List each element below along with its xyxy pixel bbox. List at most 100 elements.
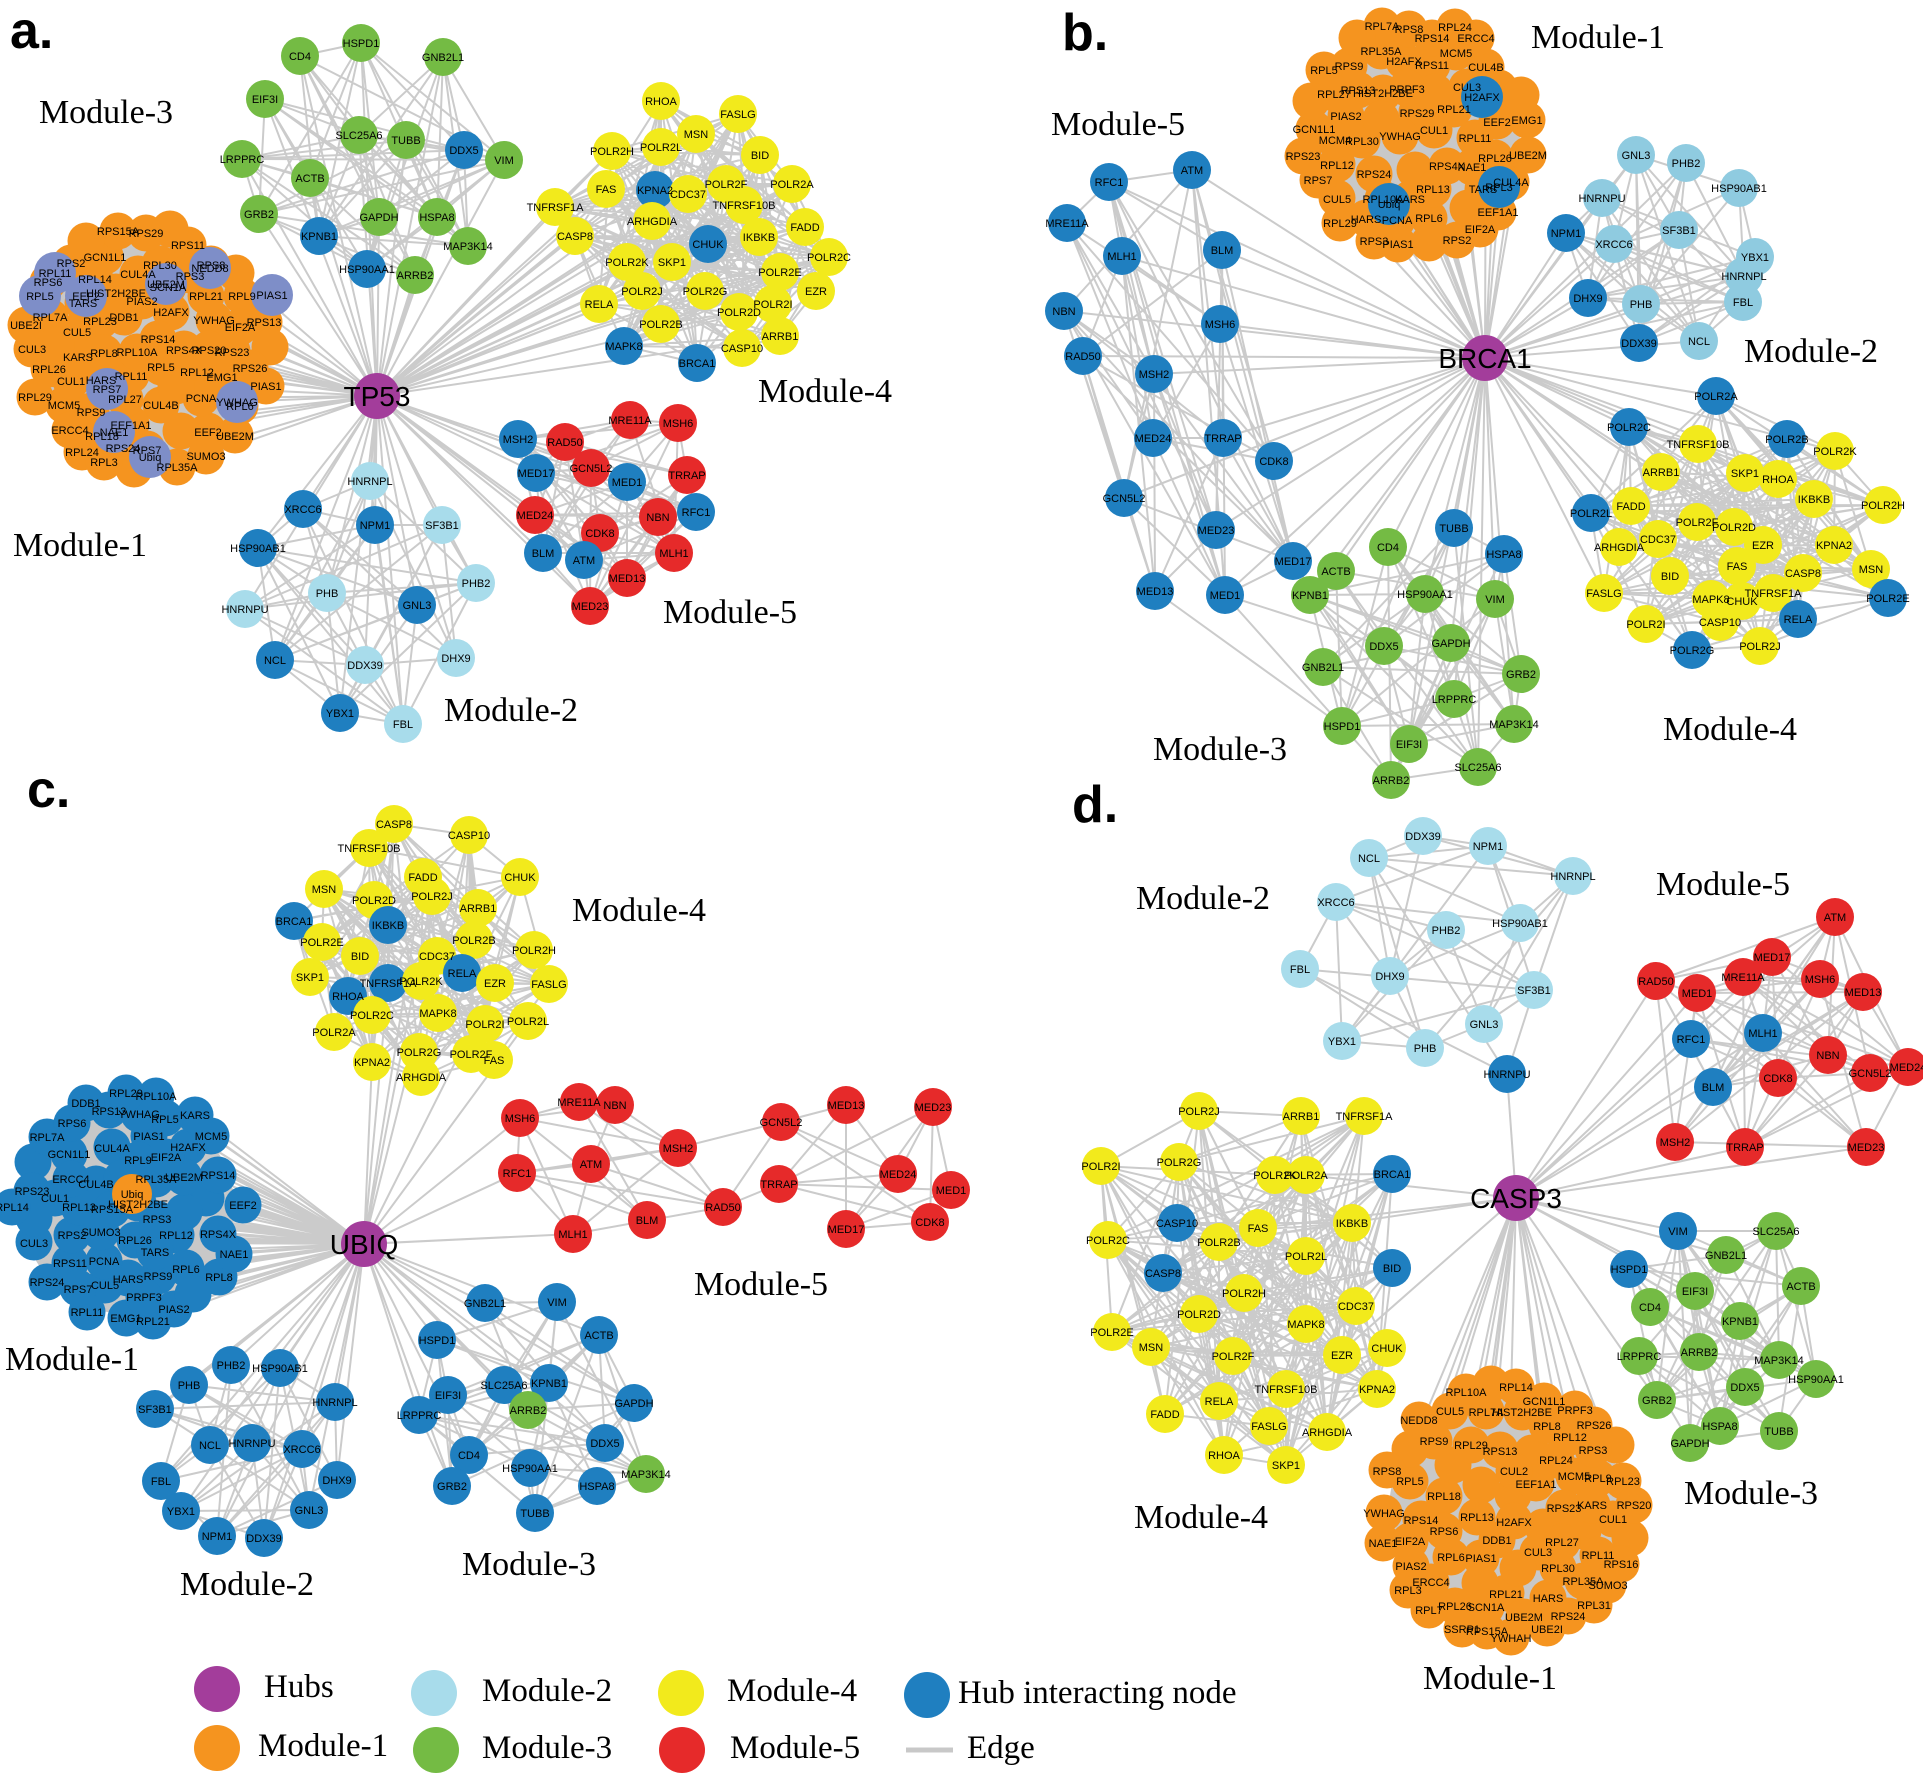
svg-text:IKBKB: IKBKB	[1798, 494, 1830, 506]
svg-text:HSP90AA1: HSP90AA1	[339, 264, 395, 276]
svg-text:RPL29: RPL29	[1323, 218, 1357, 230]
svg-text:DDX5: DDX5	[1730, 1382, 1759, 1394]
svg-text:MED24: MED24	[1890, 1062, 1923, 1074]
svg-text:KPNA2: KPNA2	[1816, 540, 1852, 552]
svg-text:Module-4: Module-4	[572, 892, 706, 929]
svg-text:RPL27: RPL27	[108, 394, 142, 406]
svg-text:TUBB: TUBB	[520, 1508, 549, 1520]
svg-text:MSH2: MSH2	[1139, 369, 1170, 381]
svg-text:PIAS1: PIAS1	[133, 1131, 164, 1143]
svg-text:RPS11: RPS11	[171, 240, 205, 252]
svg-text:TNFRSF1A: TNFRSF1A	[1745, 588, 1803, 600]
svg-text:RPL9: RPL9	[1584, 1473, 1612, 1485]
svg-text:GNL3: GNL3	[295, 1505, 324, 1517]
svg-text:RPS15A: RPS15A	[1466, 1626, 1509, 1638]
svg-text:GCN1L1: GCN1L1	[1523, 1396, 1566, 1408]
svg-text:FAS: FAS	[484, 1055, 505, 1067]
svg-text:HNRNPL: HNRNPL	[347, 476, 392, 488]
svg-text:RPL7: RPL7	[1415, 1605, 1443, 1617]
svg-text:SSRP1: SSRP1	[1444, 1624, 1480, 1636]
svg-text:CUL3: CUL3	[1524, 1547, 1552, 1559]
svg-text:MED24: MED24	[880, 1169, 917, 1181]
svg-text:CD4: CD4	[458, 1450, 480, 1462]
svg-text:UBE2M: UBE2M	[147, 279, 185, 291]
svg-text:RPS24: RPS24	[106, 443, 141, 455]
svg-text:RPL10A: RPL10A	[1446, 1387, 1488, 1399]
svg-text:TUBB: TUBB	[391, 135, 420, 147]
svg-text:BLM: BLM	[532, 548, 555, 560]
svg-text:Ubiq: Ubiq	[1378, 199, 1401, 211]
svg-text:POLR2J: POLR2J	[621, 286, 663, 298]
svg-text:YWHAG: YWHAG	[118, 1109, 160, 1121]
svg-text:MED13: MED13	[828, 1100, 865, 1112]
svg-text:POLR2A: POLR2A	[1284, 1170, 1328, 1182]
svg-text:RELA: RELA	[1784, 614, 1813, 626]
svg-text:HSPD1: HSPD1	[343, 38, 380, 50]
svg-text:PIAS1: PIAS1	[256, 290, 287, 302]
svg-text:POLR2E: POLR2E	[300, 937, 343, 949]
svg-text:RFC1: RFC1	[503, 1168, 532, 1180]
svg-text:TNFRSF10B: TNFRSF10B	[713, 200, 776, 212]
svg-text:EEF2: EEF2	[229, 1200, 257, 1212]
svg-text:RPL5: RPL5	[1310, 65, 1338, 77]
svg-text:RPL10A: RPL10A	[117, 347, 159, 359]
svg-text:PIAS1: PIAS1	[1382, 239, 1413, 251]
svg-text:GNB2L1: GNB2L1	[464, 1298, 506, 1310]
svg-text:CASP8: CASP8	[557, 231, 593, 243]
svg-text:HIST2H2BE: HIST2H2BE	[1353, 88, 1413, 100]
svg-text:POLR2D: POLR2D	[1177, 1309, 1221, 1321]
svg-text:POLR2K: POLR2K	[1253, 1170, 1297, 1182]
svg-text:Module-5: Module-5	[730, 1730, 860, 1766]
svg-text:PHB2: PHB2	[462, 578, 491, 590]
svg-text:RPL5: RPL5	[26, 291, 54, 303]
svg-text:YWHAG: YWHAG	[1379, 131, 1421, 143]
svg-text:RPS26: RPS26	[1577, 1420, 1612, 1432]
svg-text:MAPK8: MAPK8	[605, 341, 642, 353]
svg-text:NPM1: NPM1	[360, 520, 391, 532]
svg-text:ACTB: ACTB	[1321, 566, 1350, 578]
svg-text:RPS7: RPS7	[93, 384, 122, 396]
svg-text:Ubiq: Ubiq	[139, 452, 162, 464]
svg-text:ARHGDIA: ARHGDIA	[1302, 1427, 1353, 1439]
svg-text:UBE2M: UBE2M	[216, 431, 254, 443]
svg-text:HSPD1: HSPD1	[1324, 721, 1361, 733]
svg-text:ATM: ATM	[1824, 912, 1846, 924]
svg-text:GCN5L2: GCN5L2	[1849, 1068, 1892, 1080]
svg-text:RPL11: RPL11	[1459, 133, 1492, 145]
svg-text:BLM: BLM	[636, 1215, 659, 1227]
svg-text:POLR2D: POLR2D	[1712, 522, 1756, 534]
svg-text:RPL35A: RPL35A	[136, 1174, 178, 1186]
svg-text:MSH6: MSH6	[505, 1113, 536, 1125]
svg-text:RPL5: RPL5	[147, 362, 175, 374]
svg-text:RPL27: RPL27	[1545, 1537, 1579, 1549]
svg-text:Module-3: Module-3	[482, 1730, 612, 1766]
svg-text:CHUK: CHUK	[504, 872, 536, 884]
svg-text:NAE1: NAE1	[1369, 1538, 1398, 1550]
svg-text:DDB1: DDB1	[109, 312, 138, 324]
svg-text:MED23: MED23	[1848, 1142, 1885, 1154]
svg-text:CUL4B: CUL4B	[1468, 62, 1503, 74]
svg-text:EZR: EZR	[805, 286, 827, 298]
svg-text:RAD50: RAD50	[705, 1202, 740, 1214]
svg-text:HSPD1: HSPD1	[419, 1335, 456, 1347]
svg-text:UBIQ: UBIQ	[330, 1229, 398, 1260]
svg-text:POLR2H: POLR2H	[590, 146, 634, 158]
svg-text:CASP8: CASP8	[1145, 1268, 1181, 1280]
svg-text:LRPPRC: LRPPRC	[1617, 1351, 1662, 1363]
svg-text:RPS11: RPS11	[53, 1258, 87, 1270]
svg-text:KPNA2: KPNA2	[354, 1057, 390, 1069]
svg-text:TNFRSF10B: TNFRSF10B	[338, 843, 401, 855]
svg-text:MLH1: MLH1	[1748, 1028, 1777, 1040]
svg-text:NCL: NCL	[199, 1440, 221, 1452]
svg-text:KARS: KARS	[1395, 194, 1425, 206]
svg-text:POLR2C: POLR2C	[350, 1010, 394, 1022]
svg-text:RELA: RELA	[1205, 1396, 1234, 1408]
svg-text:PIAS1: PIAS1	[250, 381, 281, 393]
svg-text:RPL35A: RPL35A	[157, 462, 199, 474]
svg-text:RPL11: RPL11	[39, 268, 72, 280]
svg-text:HNRNPU: HNRNPU	[221, 604, 268, 616]
svg-text:POLR2D: POLR2D	[717, 307, 761, 319]
svg-text:Module-5: Module-5	[1051, 106, 1185, 143]
svg-text:PHB: PHB	[316, 588, 339, 600]
svg-text:RPS24: RPS24	[1551, 1611, 1586, 1623]
